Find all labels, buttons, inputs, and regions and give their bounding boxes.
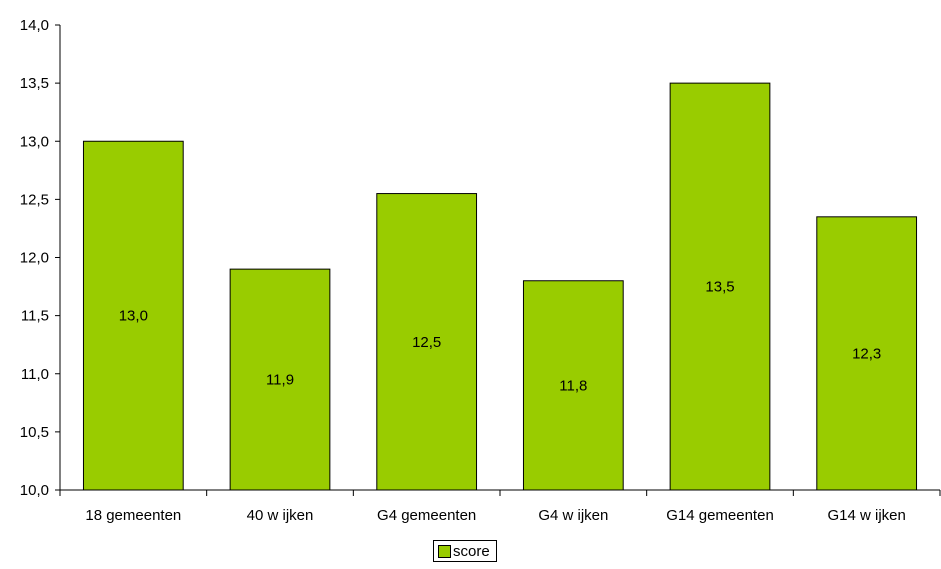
bar-value-label: 13,0 — [119, 308, 148, 325]
bar — [669, 82, 771, 491]
bar-value-label: 12,5 — [412, 334, 441, 351]
bar — [376, 193, 478, 491]
legend: score — [433, 540, 497, 562]
y-axis: 10,0 10,5 11,0 11,5 12,0 12,5 13,0 13,5 14,0 — [20, 17, 61, 499]
y-tick-label: 10,5 — [20, 424, 49, 441]
x-category-label: 40 w ijken — [247, 507, 314, 524]
data-labels-group: 13,0 11,9 12,5 11,8 13,5 12,3 — [119, 279, 882, 395]
bar — [816, 216, 918, 491]
bar — [522, 280, 624, 491]
bar — [229, 268, 331, 491]
bars-group — [82, 82, 918, 491]
x-category-label: G4 w ijken — [538, 507, 608, 524]
y-tick-label: 13,0 — [20, 133, 49, 150]
y-tick-label: 10,0 — [20, 482, 49, 499]
bar-value-label: 11,8 — [559, 377, 587, 394]
x-category-label: G4 gemeenten — [377, 507, 476, 524]
bar-value-label: 13,5 — [705, 279, 734, 296]
y-tick-label: 11,5 — [21, 308, 49, 325]
legend-label-score: score — [453, 542, 490, 560]
y-tick-label: 12,5 — [20, 191, 49, 208]
x-category-label: 18 gemeenten — [85, 507, 181, 524]
bar — [82, 140, 184, 491]
bar-value-label: 12,3 — [852, 345, 881, 362]
x-category-label: G14 w ijken — [827, 507, 905, 524]
y-tick-label: 13,5 — [20, 75, 49, 92]
bar-value-label: 11,9 — [266, 372, 294, 389]
x-category-label: G14 gemeenten — [666, 507, 774, 524]
x-axis: 18 gemeenten 40 w ijken G4 gemeenten G4 w i… — [59, 489, 941, 524]
legend-swatch-score — [438, 544, 451, 558]
y-tick-label: 12,0 — [20, 250, 49, 267]
y-tick-label: 11,0 — [21, 366, 49, 383]
y-tick-label: 14,0 — [20, 17, 49, 34]
